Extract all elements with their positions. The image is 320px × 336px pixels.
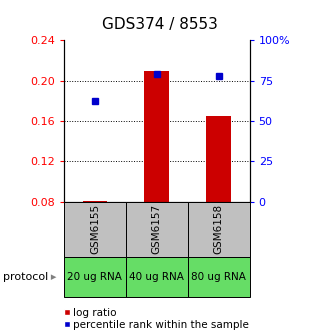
Text: 20 ug RNA: 20 ug RNA xyxy=(68,272,122,282)
Bar xyxy=(83,201,107,202)
Text: GSM6155: GSM6155 xyxy=(90,204,100,254)
Legend: log ratio, percentile rank within the sample: log ratio, percentile rank within the sa… xyxy=(63,307,250,331)
Text: 40 ug RNA: 40 ug RNA xyxy=(129,272,184,282)
Bar xyxy=(206,116,231,202)
Text: GSM6158: GSM6158 xyxy=(214,204,224,254)
Text: GSM6157: GSM6157 xyxy=(152,204,162,254)
Text: GDS374 / 8553: GDS374 / 8553 xyxy=(102,17,218,32)
Bar xyxy=(144,71,169,202)
Text: protocol: protocol xyxy=(3,272,48,282)
Text: 80 ug RNA: 80 ug RNA xyxy=(191,272,246,282)
